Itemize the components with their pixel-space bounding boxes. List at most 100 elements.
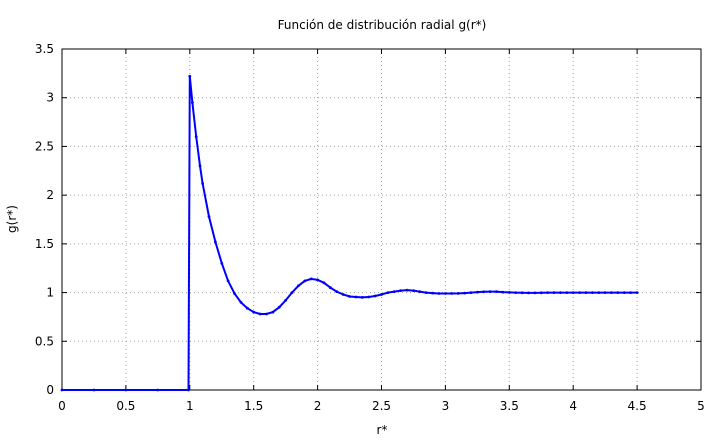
data-point bbox=[437, 292, 441, 295]
data-point bbox=[552, 291, 556, 294]
data-point bbox=[191, 101, 194, 104]
data-point bbox=[380, 293, 383, 296]
data-point bbox=[341, 293, 345, 296]
data-point bbox=[578, 291, 581, 294]
data-point bbox=[565, 291, 569, 294]
data-point bbox=[207, 215, 211, 219]
data-point bbox=[501, 290, 505, 294]
data-point bbox=[367, 295, 371, 299]
x-tick-label: 1 bbox=[186, 399, 194, 413]
data-point bbox=[527, 291, 530, 295]
x-tick-label: 2 bbox=[314, 399, 322, 413]
data-point bbox=[431, 291, 434, 295]
data-point bbox=[463, 291, 466, 295]
x-tick-label: 0 bbox=[58, 399, 66, 413]
data-point bbox=[348, 295, 351, 298]
data-point bbox=[309, 277, 313, 281]
data-point bbox=[444, 292, 447, 295]
data-point bbox=[629, 291, 633, 294]
data-point bbox=[284, 299, 287, 302]
x-tick-label: 5 bbox=[697, 399, 705, 413]
x-tick-label: 4.5 bbox=[628, 399, 647, 413]
data-point bbox=[316, 278, 319, 282]
data-point bbox=[476, 290, 479, 294]
y-tick-label: 2 bbox=[46, 188, 54, 202]
data-point bbox=[214, 240, 217, 244]
data-point bbox=[591, 291, 594, 294]
x-tick-label: 3.5 bbox=[500, 399, 519, 413]
y-tick-label: 0.5 bbox=[35, 334, 54, 348]
data-point bbox=[584, 291, 588, 294]
data-point bbox=[187, 388, 190, 392]
data-point bbox=[418, 290, 422, 293]
data-point bbox=[201, 182, 205, 185]
data-point bbox=[386, 291, 390, 294]
data-point bbox=[597, 291, 601, 294]
data-point bbox=[533, 291, 537, 295]
data-point bbox=[277, 305, 281, 309]
axis-ticks bbox=[61, 48, 702, 391]
y-tick-label: 1 bbox=[46, 286, 54, 300]
y-tick-label: 3 bbox=[46, 91, 54, 105]
data-point bbox=[198, 164, 202, 168]
y-tick-label: 0 bbox=[46, 383, 54, 397]
x-tick-labels: 0 0.5 1 1.5 2 2.5 3 3.5 4 4.5 5 bbox=[58, 399, 705, 413]
data-point bbox=[297, 284, 300, 288]
data-point bbox=[514, 291, 518, 294]
data-point bbox=[616, 291, 620, 294]
data-point bbox=[399, 289, 403, 292]
data-point bbox=[226, 279, 230, 283]
data-point bbox=[258, 312, 262, 316]
data-point bbox=[124, 388, 128, 392]
data-point bbox=[450, 292, 454, 295]
x-tick-label: 4 bbox=[569, 399, 577, 413]
data-point bbox=[622, 291, 626, 294]
data-point bbox=[495, 290, 498, 293]
data-point bbox=[92, 388, 96, 392]
data-point bbox=[488, 290, 492, 293]
y-tick-label: 3.5 bbox=[35, 42, 54, 56]
data-point bbox=[290, 291, 294, 294]
data-point bbox=[322, 281, 326, 285]
data-point bbox=[392, 290, 396, 293]
data-point bbox=[233, 292, 236, 295]
data-point bbox=[329, 286, 332, 290]
data-point bbox=[424, 291, 428, 294]
x-axis-label: r* bbox=[377, 423, 388, 437]
data-point bbox=[603, 291, 607, 294]
data-point bbox=[405, 288, 409, 292]
data-point bbox=[360, 296, 364, 299]
data-point bbox=[520, 291, 524, 295]
data-point bbox=[156, 388, 160, 392]
data-point bbox=[546, 291, 549, 294]
data-point bbox=[507, 291, 511, 294]
data-point bbox=[412, 289, 415, 292]
data-point bbox=[252, 310, 256, 314]
data-point bbox=[335, 290, 339, 293]
data-point bbox=[373, 294, 377, 298]
data-point bbox=[571, 291, 575, 294]
data-point bbox=[559, 291, 562, 294]
x-tick-label: 3 bbox=[442, 399, 450, 413]
x-tick-label: 1.5 bbox=[244, 399, 263, 413]
y-tick-label: 1.5 bbox=[35, 237, 54, 251]
data-point bbox=[239, 300, 243, 304]
data-point bbox=[539, 291, 543, 295]
data-point bbox=[245, 306, 249, 310]
x-tick-label: 2.5 bbox=[372, 399, 391, 413]
data-point bbox=[271, 310, 275, 314]
data-point bbox=[303, 279, 307, 283]
y-tick-labels: 0 0.5 1 1.5 2 2.5 3 3.5 bbox=[35, 42, 54, 397]
data-point bbox=[60, 388, 64, 392]
data-point bbox=[220, 261, 224, 265]
data-point bbox=[610, 291, 613, 294]
x-tick-label: 0.5 bbox=[116, 399, 135, 413]
data-point bbox=[354, 295, 358, 299]
y-tick-label: 2.5 bbox=[35, 139, 54, 153]
data-point bbox=[456, 292, 460, 295]
data-point bbox=[635, 291, 639, 294]
data-points bbox=[60, 74, 639, 392]
data-point bbox=[188, 74, 192, 78]
data-point bbox=[469, 291, 473, 294]
